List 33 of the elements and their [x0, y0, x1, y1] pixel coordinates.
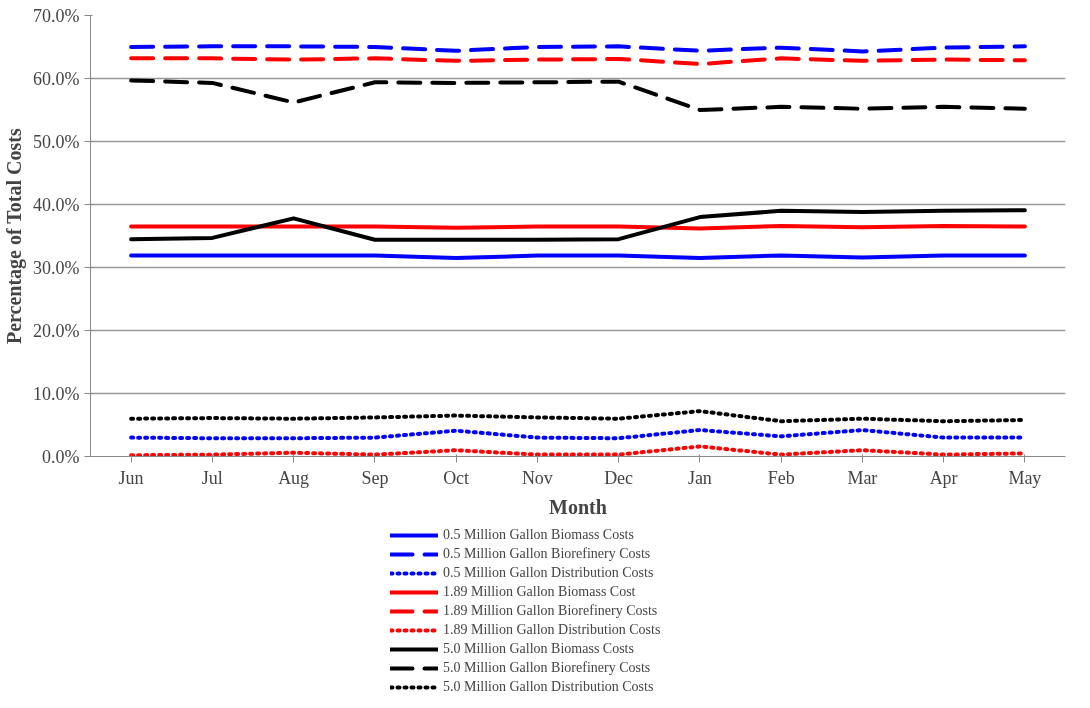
y-tick-label: 30.0%: [33, 257, 80, 278]
x-axis-title: Month: [549, 495, 607, 518]
x-tick-label: Jan: [687, 467, 712, 488]
y-tick-label: 50.0%: [33, 131, 80, 152]
y-tick-label: 40.0%: [33, 194, 80, 215]
line-series: [129, 208, 1027, 242]
legend-label: 1.89 Million Gallon Biomass Cost: [443, 584, 636, 600]
legend-label: 0.5 Million Gallon Biomass Costs: [443, 527, 634, 543]
legend-label: 1.89 Million Gallon Biorefinery Costs: [443, 603, 658, 619]
y-tick-label: 70.0%: [33, 5, 80, 26]
x-tick-label: Aug: [278, 467, 310, 488]
legend-label: 0.5 Million Gallon Biorefinery Costs: [443, 546, 651, 562]
legend-label: 5.0 Million Gallon Distribution Costs: [443, 679, 654, 695]
x-tick-label: Apr: [929, 467, 958, 488]
x-tick-label: Jun: [118, 467, 144, 488]
legend-label: 0.5 Million Gallon Distribution Costs: [443, 565, 654, 581]
x-tick-label: Jul: [201, 467, 223, 488]
x-tick-label: Oct: [443, 467, 470, 488]
x-tick-label: Dec: [604, 467, 634, 488]
line-series: [129, 78, 1027, 112]
x-tick-label: Mar: [847, 467, 878, 488]
x-tick-label: May: [1008, 467, 1042, 488]
x-tick-label: Sep: [361, 467, 389, 488]
y-tick-label: 0.0%: [42, 446, 80, 467]
y-tick-label: 10.0%: [33, 383, 80, 404]
x-tick-label: Nov: [521, 467, 553, 488]
legend-label: 1.89 Million Gallon Distribution Costs: [443, 622, 661, 638]
legend-label: 5.0 Million Gallon Biomass Costs: [443, 641, 634, 657]
y-tick-label: 60.0%: [33, 68, 80, 89]
legend-label: 5.0 Million Gallon Biorefinery Costs: [443, 660, 651, 676]
x-tick-label: Feb: [767, 467, 795, 488]
y-tick-label: 20.0%: [33, 320, 80, 341]
y-axis-title: Percentage of Total Costs: [3, 128, 27, 345]
